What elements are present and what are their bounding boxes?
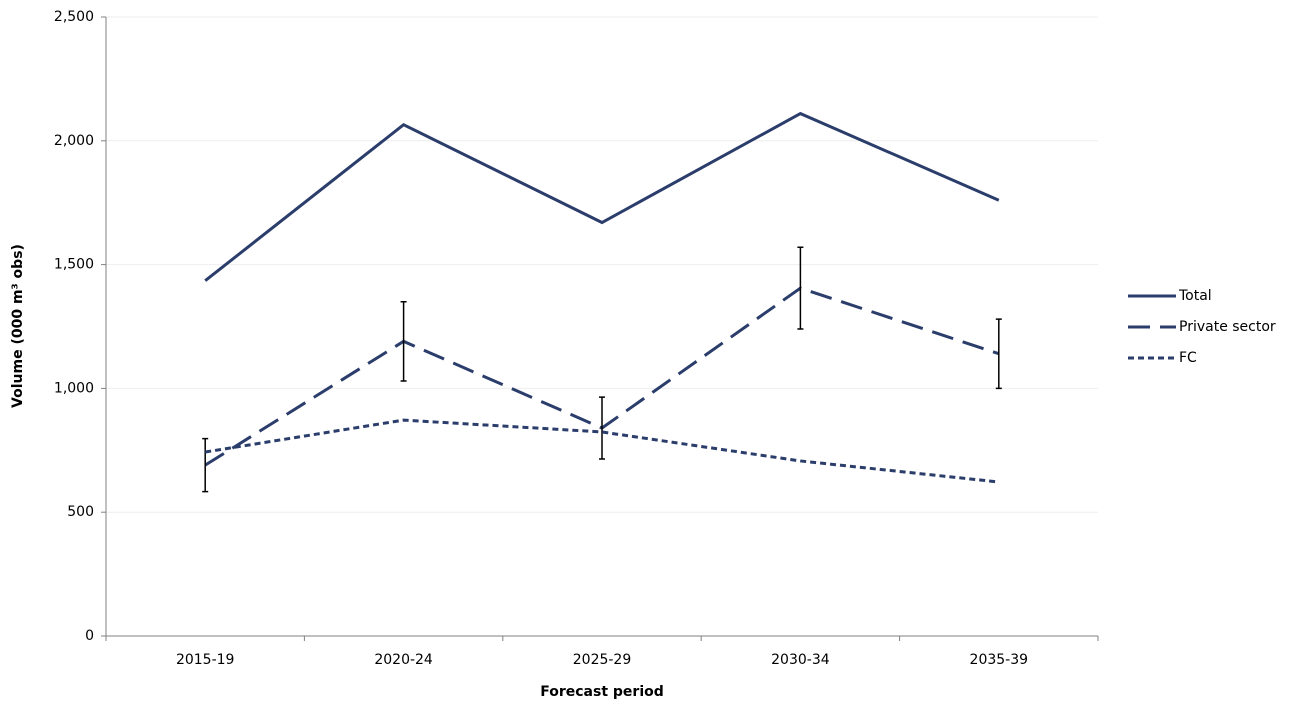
y-tick-label: 1,500 [54, 257, 94, 273]
error-bar [797, 246, 804, 330]
legend-label: Total [1178, 288, 1212, 304]
x-tick-label: 2030-34 [771, 652, 830, 668]
legend-label: FC [1179, 350, 1197, 366]
x-tick-label: 2035-39 [970, 652, 1029, 668]
error-bar [400, 300, 407, 382]
x-axis-title: Forecast period [540, 684, 664, 700]
error-bar [202, 437, 209, 493]
y-tick-label: 0 [85, 628, 94, 644]
x-tick-label: 2015-19 [176, 652, 235, 668]
y-axis-title: Volume (000 m³ obs) [10, 244, 26, 408]
y-tick-label: 1,000 [54, 380, 94, 396]
line [204, 418, 999, 484]
error-bar [995, 318, 1002, 390]
error-bar [599, 396, 605, 460]
x-tick-label: 2020-24 [374, 652, 433, 668]
y-tick-label: 500 [67, 504, 94, 520]
y-tick-label: 2,000 [54, 133, 94, 149]
y-tick-label: 2,500 [54, 9, 94, 25]
x-tick-label: 2025-29 [573, 652, 632, 668]
legend-label: Private sector [1179, 319, 1276, 335]
line [204, 111, 1000, 282]
